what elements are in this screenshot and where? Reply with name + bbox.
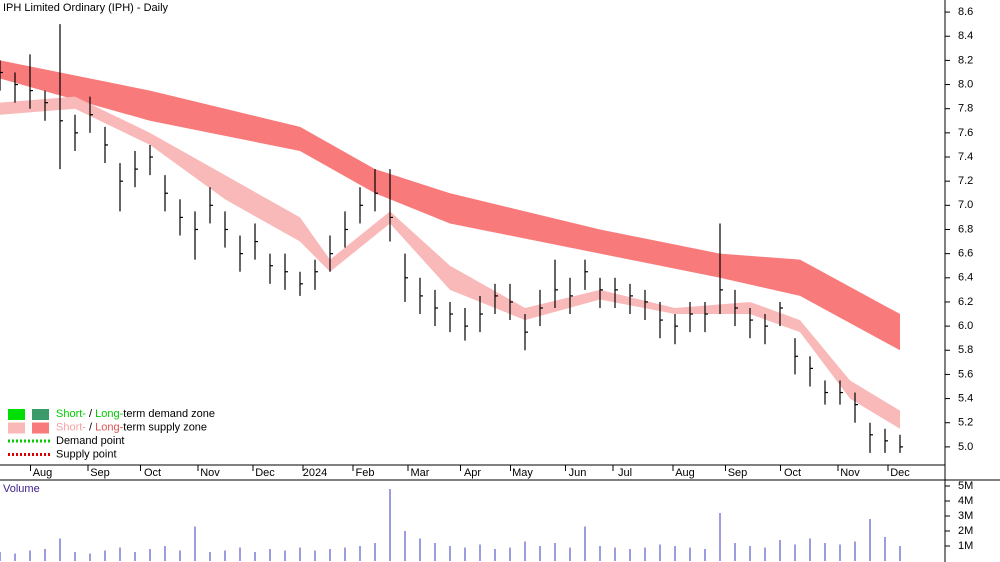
chart-title: IPH Limited Ordinary (IPH) - Daily [3,2,169,14]
zone-band [0,96,900,429]
y-tick-label: 6.6 [958,248,973,260]
zone-band [0,60,900,351]
x-tick-label: Jun [569,467,587,479]
y-tick-label: 5.4 [958,392,973,404]
x-tick-label: Sep [90,467,110,479]
legend-text-part: Long- [95,421,123,433]
legend-swatch [32,409,49,420]
legend-text-part: / [86,408,95,420]
x-tick-label: Sep [728,467,748,479]
legend-swatch [8,409,25,420]
y-tick-label: 5.8 [958,344,973,356]
y-tick-label: 7.6 [958,127,973,139]
y-tick-label: 7.8 [958,103,973,115]
legend-swatch [8,422,25,434]
volume-label: Volume [3,483,40,495]
legend-text-part: Long- [95,408,123,420]
x-tick-label: May [512,467,533,479]
legend-text-part: / [86,421,95,433]
volume-tick-label: 2M [958,525,973,537]
y-tick-label: 6.2 [958,296,973,308]
y-tick-label: 6.4 [958,272,973,284]
y-tick-label: 8.0 [958,78,973,90]
y-tick-label: 8.6 [958,6,973,18]
x-tick-label: Feb [356,467,375,479]
legend-label: Supply point [56,448,117,460]
legend-text-part: Short- [56,421,86,433]
x-tick-label: Mar [411,467,430,479]
x-tick-label: Aug [33,467,53,479]
x-tick-label: 2024 [303,467,327,479]
legend-label: Demand point [56,435,125,447]
x-tick-label: Oct [144,467,161,479]
y-tick-label: 7.4 [958,151,973,163]
legend-text-part: Short- [56,408,86,420]
legend-text-part: term supply zone [123,421,207,433]
volume-tick-label: 3M [958,510,973,522]
y-tick-label: 6.0 [958,320,973,332]
x-tick-label: Apr [464,467,481,479]
y-tick-label: 5.2 [958,417,973,429]
legend-text-part: term demand zone [123,408,215,420]
volume-tick-label: 5M [958,480,973,492]
y-tick-label: 6.8 [958,223,973,235]
x-tick-label: Nov [840,467,860,479]
y-tick-label: 7.2 [958,175,973,187]
legend-swatch [32,422,49,434]
y-tick-label: 5.6 [958,368,973,380]
x-tick-label: Aug [675,467,695,479]
x-tick-label: Jul [618,467,632,479]
y-tick-label: 8.4 [958,30,973,42]
y-tick-label: 5.0 [958,441,973,453]
x-tick-label: Oct [784,467,801,479]
x-tick-label: Dec [255,467,275,479]
y-tick-label: 7.0 [958,199,973,211]
x-tick-label: Nov [200,467,220,479]
volume-tick-label: 1M [958,540,973,552]
x-tick-label: Dec [890,467,910,479]
legend-text-part: Supply point [56,448,117,460]
volume-tick-label: 4M [958,495,973,507]
y-tick-label: 8.2 [958,54,973,66]
legend-label: Short- / Long-term supply zone [56,421,207,433]
legend-text-part: Demand point [56,435,125,447]
legend-label: Short- / Long-term demand zone [56,408,215,420]
